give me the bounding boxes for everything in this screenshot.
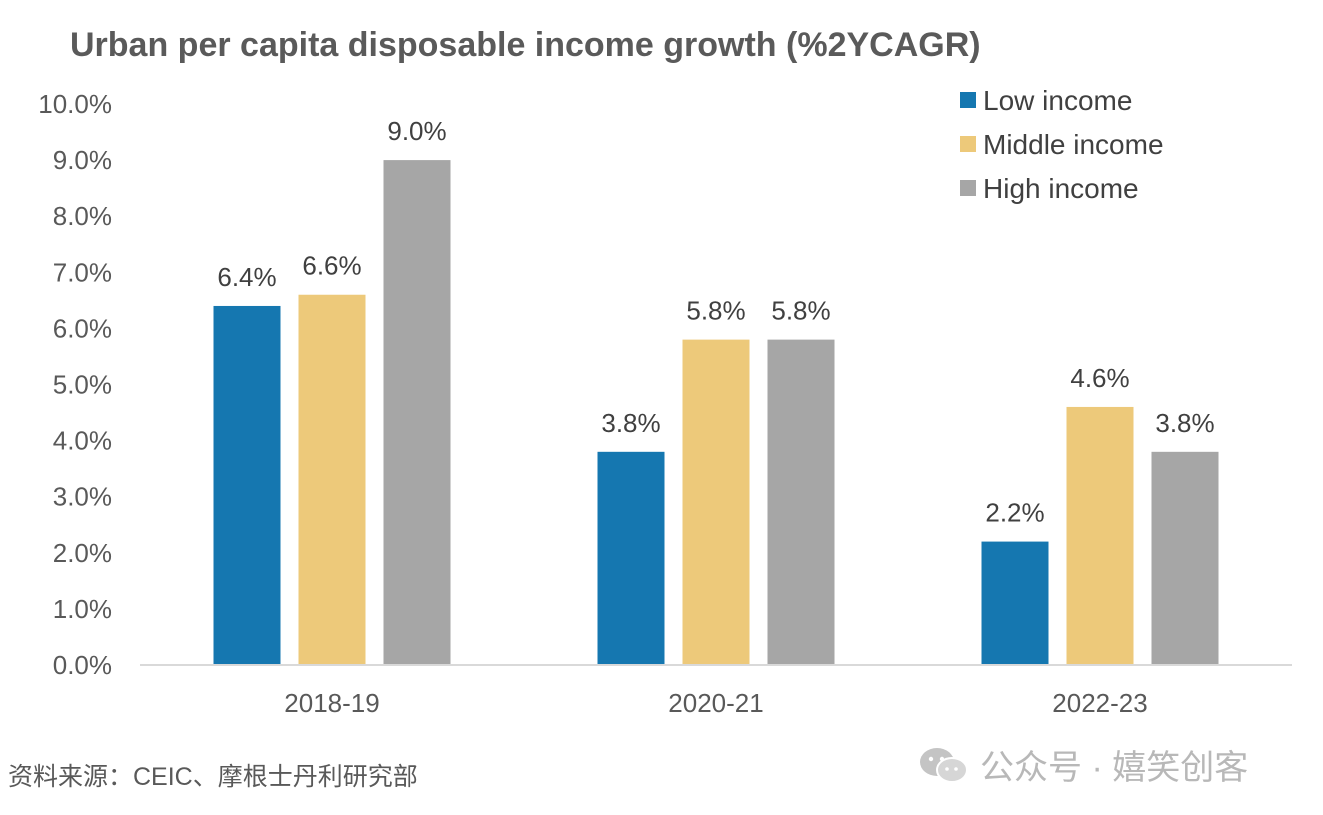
data-label: 2.2% <box>985 498 1044 528</box>
data-label: 3.8% <box>1155 408 1214 438</box>
bar <box>1066 406 1134 665</box>
y-tick-label: 9.0% <box>53 145 112 175</box>
bar <box>682 339 750 665</box>
legend-label: High income <box>983 173 1139 204</box>
x-tick-label: 2022-23 <box>1052 688 1147 718</box>
bar <box>298 294 366 665</box>
x-tick-label: 2018-19 <box>284 688 379 718</box>
bar <box>1151 451 1219 665</box>
legend-label: Middle income <box>983 129 1164 160</box>
x-axis: 2018-19 2020-21 2022-23 <box>284 688 1147 718</box>
data-label: 6.4% <box>217 262 276 292</box>
chart-title: Urban per capita disposable income growt… <box>70 26 981 64</box>
watermark-text: 公众号 · 嬉笑创客 <box>980 749 1249 787</box>
bars <box>213 160 1219 665</box>
legend-swatch <box>960 136 976 152</box>
legend-label: Low income <box>983 85 1132 116</box>
y-tick-label: 2.0% <box>53 538 112 568</box>
y-tick-label: 8.0% <box>53 201 112 231</box>
y-tick-label: 4.0% <box>53 426 112 456</box>
data-label: 4.6% <box>1070 363 1129 393</box>
bar <box>213 305 281 665</box>
legend-swatch <box>960 180 976 196</box>
data-label: 9.0% <box>387 116 446 146</box>
data-label: 5.8% <box>771 296 830 326</box>
bar <box>383 160 451 665</box>
y-tick-label: 6.0% <box>53 313 112 343</box>
data-labels: 6.4% 6.6% 9.0% 3.8% 5.8% 5.8% 2.2% 4.6% 3.8% <box>217 116 1214 527</box>
bar <box>767 339 835 665</box>
watermark: 公众号 · 嬉笑创客 <box>918 740 1248 789</box>
y-axis: 0.0% 1.0% 2.0% 3.0% 4.0% 5.0% 6.0% 7.0% 8.0% 9.0%… <box>38 89 112 680</box>
y-tick-label: 3.0% <box>53 482 112 512</box>
data-label: 3.8% <box>601 408 660 438</box>
legend-swatch <box>960 92 976 108</box>
bar <box>597 451 665 665</box>
data-label: 6.6% <box>302 251 361 281</box>
y-tick-label: 0.0% <box>53 650 112 680</box>
y-tick-label: 5.0% <box>53 370 112 400</box>
y-tick-label: 10.0% <box>38 89 112 119</box>
source-note: 资料来源：CEIC、摩根士丹利研究部 <box>8 763 418 791</box>
data-label: 5.8% <box>686 296 745 326</box>
x-tick-label: 2020-21 <box>668 688 763 718</box>
legend: Low income Middle income High income <box>960 85 1164 204</box>
y-tick-label: 7.0% <box>53 257 112 287</box>
bar <box>981 541 1049 665</box>
wechat-icon <box>920 747 968 783</box>
y-tick-label: 1.0% <box>53 594 112 624</box>
